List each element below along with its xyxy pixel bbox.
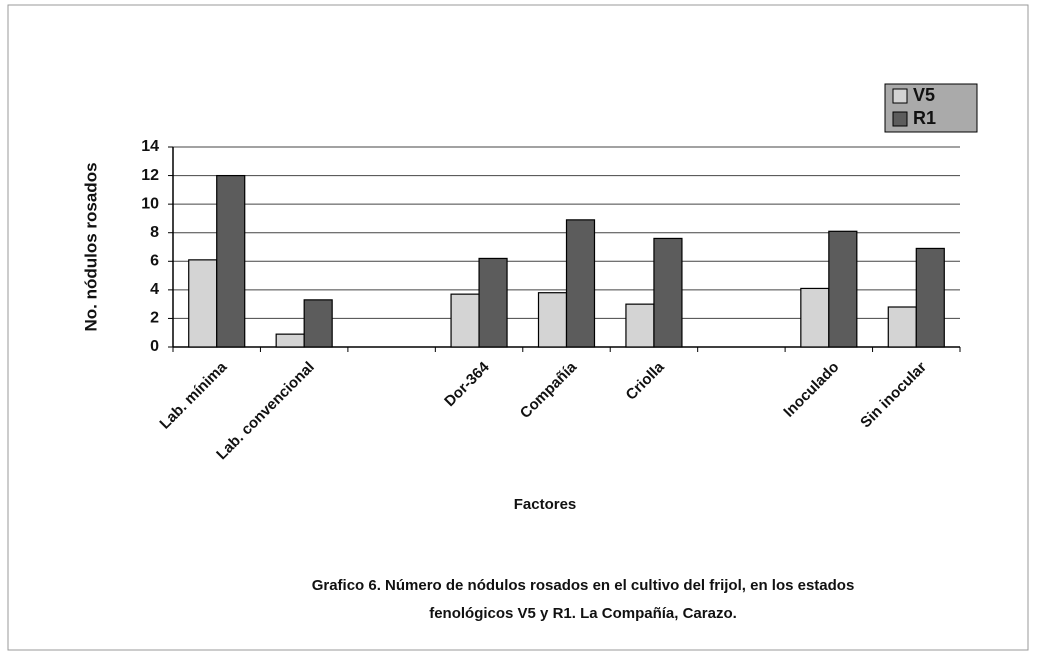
bar (450, 293, 480, 348)
bar (188, 259, 218, 348)
y-axis-label: No. nódulos rosados (81, 162, 100, 331)
bar (915, 247, 945, 348)
bar (478, 257, 508, 348)
bar (565, 219, 596, 348)
y-tick-label: 4 (150, 281, 159, 298)
frame (7, 4, 1029, 651)
bar (887, 306, 917, 348)
bar (303, 299, 333, 348)
bar (625, 303, 655, 348)
caption: fenológicos V5 y R1. La Compañía, Carazo… (429, 605, 737, 622)
y-tick-label: 12 (141, 167, 159, 184)
y-tick-label: 10 (141, 195, 159, 212)
x-axis-label: Factores (514, 496, 577, 513)
legend-label: R1 (913, 108, 936, 128)
bar (275, 333, 305, 348)
y-tick-label: 2 (150, 310, 159, 327)
y-tick-label: 6 (150, 253, 159, 270)
y-tick-label: 14 (141, 138, 159, 155)
y-tick-label: 8 (150, 224, 159, 241)
bar (828, 230, 858, 348)
bar (800, 287, 830, 348)
y-tick-label: 0 (150, 338, 159, 355)
legend-swatch (892, 111, 908, 127)
bar (653, 237, 683, 348)
legend-swatch (892, 88, 908, 104)
caption: Grafico 6. Número de nódulos rosados en … (312, 577, 855, 594)
legend-label: V5 (913, 85, 935, 105)
bar (216, 174, 246, 348)
bar (537, 292, 568, 348)
